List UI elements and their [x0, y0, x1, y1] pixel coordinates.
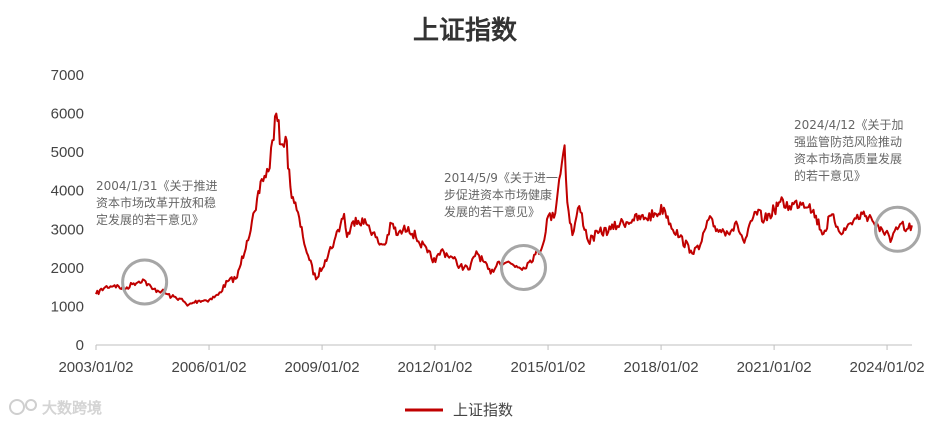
- y-axis-ticks: 0 1000 2000 3000 4000 5000 6000 7000: [51, 67, 84, 354]
- chart-legend: 上证指数: [405, 401, 513, 419]
- y-tick-label: 7000: [51, 67, 84, 84]
- annotation-text: 强监管防范风险推动: [794, 134, 902, 149]
- x-tick-label: 2015/01/02: [510, 359, 585, 376]
- y-tick-label: 4000: [51, 183, 84, 200]
- annotation-text: 资本市场改革开放和稳: [96, 195, 216, 210]
- y-tick-label: 5000: [51, 144, 84, 161]
- x-tick-label: 2009/01/02: [285, 359, 360, 376]
- annotation-highlight-circle: [499, 243, 547, 291]
- y-tick-label: 6000: [51, 106, 84, 123]
- x-tick-label: 2018/01/02: [624, 359, 699, 376]
- x-tick-label: 2012/01/02: [397, 359, 472, 376]
- y-tick-label: 1000: [51, 298, 84, 315]
- annotation-text: 步促进资本市场健康: [444, 187, 552, 202]
- watermark-text: 大数跨境: [42, 399, 102, 417]
- annotation-highlight-circle: [121, 258, 169, 306]
- annotation-highlight-circle: [873, 205, 921, 253]
- annotation-text: 发展的若干意见》: [444, 204, 540, 219]
- x-tick-label: 2006/01/02: [171, 359, 246, 376]
- annotation-text: 定发展的若干意见》: [96, 212, 204, 227]
- y-tick-label: 3000: [51, 221, 84, 238]
- dashu-logo-icon: [9, 399, 37, 415]
- x-tick-label: 2003/01/02: [58, 359, 133, 376]
- series-layer: [95, 112, 913, 307]
- annotation-text: 2014/5/9《关于进一: [444, 171, 558, 185]
- chart-title: 上证指数: [413, 16, 518, 46]
- annotation-text: 的若干意见》: [794, 168, 866, 183]
- legend-label-上证指数: 上证指数: [453, 401, 513, 419]
- y-tick-label: 2000: [51, 260, 84, 277]
- x-tick-label: 2024/01/02: [850, 359, 925, 376]
- x-axis-ticks: 2003/01/02 2006/01/02 2009/01/02 2012/01/02…: [58, 345, 925, 376]
- annotation-text: 2024/4/12《关于加: [794, 118, 904, 132]
- x-tick-label: 2021/01/02: [737, 359, 812, 376]
- annotation-text: 资本市场高质量发展: [794, 151, 902, 166]
- annotation-text: 2004/1/31《关于推进: [96, 179, 218, 193]
- series-line-上证指数: [95, 112, 913, 307]
- watermark: 大数跨境: [9, 399, 102, 417]
- y-tick-label: 0: [76, 337, 84, 354]
